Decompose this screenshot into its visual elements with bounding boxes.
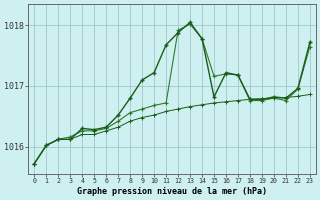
- X-axis label: Graphe pression niveau de la mer (hPa): Graphe pression niveau de la mer (hPa): [77, 187, 267, 196]
